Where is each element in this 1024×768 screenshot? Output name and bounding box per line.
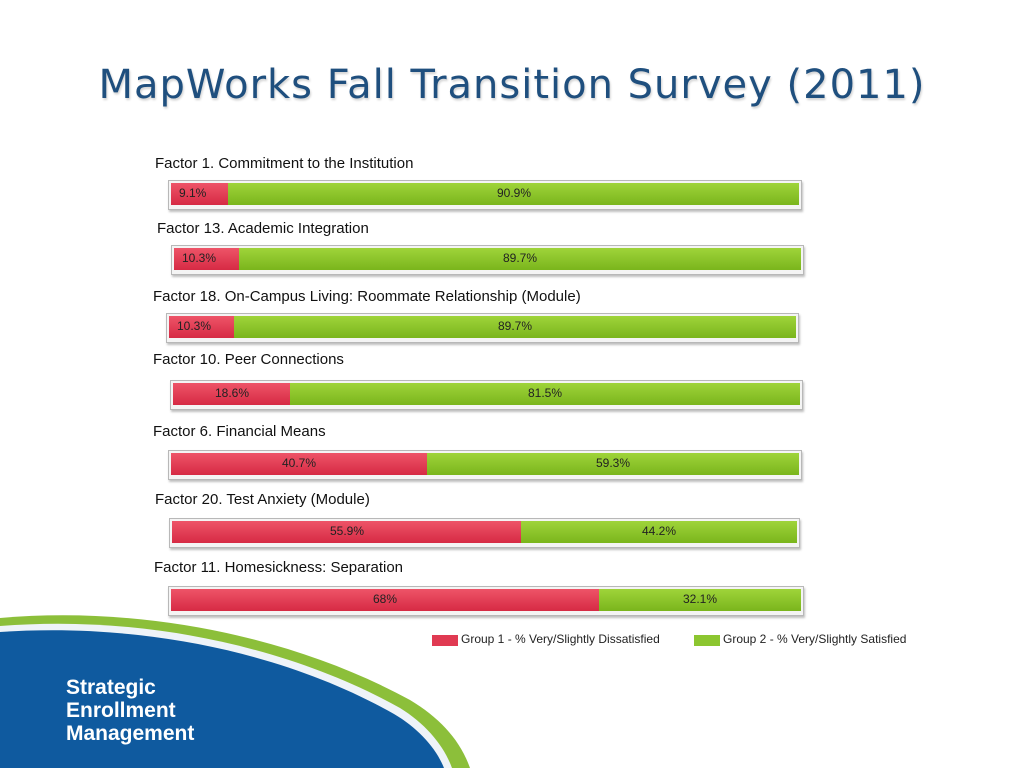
data-label-dissatisfied: 40.7% [282, 456, 317, 470]
data-label-dissatisfied: 9.1% [179, 186, 207, 200]
factor-label: Factor 18. On-Campus Living: Roommate Re… [153, 288, 581, 305]
brand-line: Enrollment [66, 699, 176, 722]
bar-segment-satisfied [521, 521, 797, 543]
bar-segment-satisfied [234, 316, 796, 338]
data-label-satisfied: 89.7% [503, 251, 538, 265]
bar-row: 40.7% 59.3% [168, 450, 802, 480]
data-label-dissatisfied: 10.3% [177, 319, 212, 333]
bar-segment-dissatisfied [171, 453, 427, 475]
bar-row: 18.6% 81.5% [170, 380, 803, 410]
brand-logo-text: Strategic Enrollment Management [66, 676, 194, 745]
data-label-satisfied: 44.2% [642, 524, 677, 538]
legend-swatch-satisfied [694, 635, 720, 646]
bar-segment-dissatisfied [174, 248, 239, 270]
bar-segment-dissatisfied [172, 521, 521, 543]
slide-title: MapWorks Fall Transition Survey (2011) [98, 62, 926, 108]
bar-row: 9.1% 90.9% [168, 180, 802, 210]
data-label-dissatisfied: 68% [373, 592, 398, 606]
legend-label-satisfied: Group 2 - % Very/Slightly Satisfied [723, 632, 907, 646]
bar-segment-dissatisfied [171, 589, 599, 611]
data-label-dissatisfied: 10.3% [182, 251, 217, 265]
data-label-satisfied: 90.9% [497, 186, 532, 200]
data-label-satisfied: 81.5% [528, 386, 563, 400]
data-label-satisfied: 89.7% [498, 319, 533, 333]
data-label-satisfied: 59.3% [596, 456, 631, 470]
brand-line: Strategic [66, 676, 156, 699]
data-label-dissatisfied: 55.9% [330, 524, 365, 538]
bar-row: 10.3% 89.7% [171, 245, 804, 275]
wave-blue-band [0, 630, 444, 768]
legend-label-dissatisfied: Group 1 - % Very/Slightly Dissatisfied [461, 632, 660, 646]
bar-row: 10.3% 89.7% [166, 313, 799, 343]
bar-segment-satisfied [290, 383, 800, 405]
bar-row: 55.9% 44.2% [169, 518, 800, 548]
bar-segment-satisfied [599, 589, 801, 611]
bar-segment-satisfied [228, 183, 799, 205]
data-label-dissatisfied: 18.6% [215, 386, 250, 400]
data-label-satisfied: 32.1% [683, 592, 718, 606]
bar-segment-satisfied [239, 248, 801, 270]
factor-label: Factor 13. Academic Integration [157, 220, 369, 237]
factor-label: Factor 6. Financial Means [153, 423, 326, 440]
factor-label: Factor 20. Test Anxiety (Module) [155, 491, 370, 508]
bar-segment-satisfied [427, 453, 799, 475]
factor-label: Factor 10. Peer Connections [153, 351, 344, 368]
bar-row: 68% 32.1% [168, 586, 804, 616]
bar-segment-dissatisfied [171, 183, 228, 205]
brand-line: Management [66, 722, 195, 745]
legend-swatch-dissatisfied [432, 635, 458, 646]
factor-label: Factor 1. Commitment to the Institution [155, 155, 414, 172]
factor-label: Factor 11. Homesickness: Separation [154, 559, 404, 576]
bar-segment-dissatisfied [173, 383, 290, 405]
bar-segment-dissatisfied [169, 316, 234, 338]
